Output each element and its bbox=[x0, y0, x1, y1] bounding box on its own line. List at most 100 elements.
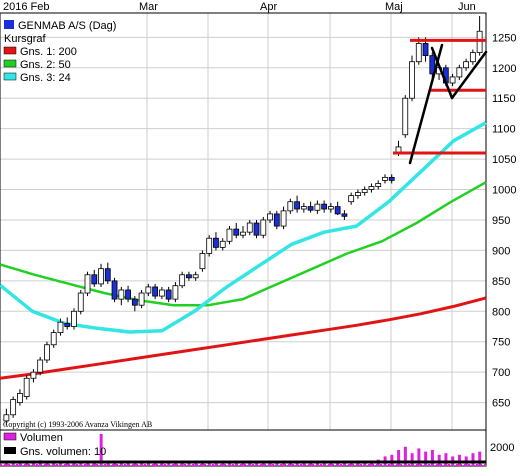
trendline-1 bbox=[408, 43, 444, 165]
candle-body bbox=[179, 274, 186, 287]
volume-bar bbox=[248, 461, 252, 466]
candle-body bbox=[3, 414, 10, 422]
y-tick-label: 900 bbox=[492, 245, 510, 257]
volume-legend-swatch bbox=[4, 447, 16, 454]
y-tick-label: 1100 bbox=[492, 124, 516, 136]
trendline-3 bbox=[450, 50, 488, 100]
candle-body bbox=[17, 393, 23, 404]
candle-body bbox=[165, 289, 172, 300]
candle-body bbox=[131, 298, 138, 306]
candle-body bbox=[463, 61, 469, 69]
legend-label: GENMAB A/S (Dag) bbox=[18, 20, 116, 32]
volume-bar bbox=[65, 462, 69, 466]
candle-body bbox=[233, 228, 240, 236]
candle-body bbox=[368, 186, 375, 190]
trendline-2 bbox=[430, 46, 454, 100]
volume-legend-label: Volumen bbox=[20, 432, 63, 444]
volume-legend-swatch bbox=[3, 432, 17, 441]
candle-body bbox=[307, 206, 314, 211]
candle-body bbox=[172, 285, 179, 300]
candle-body bbox=[57, 321, 64, 333]
moving-average-line bbox=[0, 181, 487, 307]
candle-body bbox=[219, 240, 226, 248]
candle-body bbox=[348, 195, 355, 203]
volume-bar bbox=[356, 462, 360, 466]
candle-body bbox=[388, 176, 395, 181]
candle-body bbox=[355, 192, 361, 197]
candle-body bbox=[280, 210, 287, 227]
volume-bar bbox=[437, 454, 441, 466]
y-tick-label: 1200 bbox=[492, 63, 516, 75]
x-tick-label: Apr bbox=[260, 1, 277, 13]
volume-bar bbox=[424, 451, 428, 466]
candle-body bbox=[64, 323, 71, 327]
candle-body bbox=[449, 76, 456, 84]
volume-bar bbox=[370, 462, 374, 466]
volume-bar bbox=[174, 461, 178, 466]
candle-body bbox=[300, 206, 307, 210]
volume-bar bbox=[133, 461, 137, 466]
volume-legend-label: Gns. volumen: 10 bbox=[20, 446, 106, 458]
volume-bar bbox=[410, 453, 414, 466]
x-tick-label: Mar bbox=[139, 1, 158, 13]
volume-bar bbox=[180, 462, 184, 466]
volume-bar bbox=[194, 462, 198, 466]
candles bbox=[3, 16, 483, 426]
candle-body bbox=[206, 237, 213, 254]
volume-bar bbox=[282, 461, 286, 466]
copyright-text: Copyright (c) 1993-2006 Avanza Vikingen … bbox=[3, 420, 152, 429]
candle-body bbox=[260, 219, 267, 236]
candle-body bbox=[152, 286, 159, 297]
candle-body bbox=[361, 189, 368, 193]
y-tick-label: 1150 bbox=[492, 93, 516, 105]
volume-bar bbox=[390, 454, 394, 466]
volume-bar bbox=[471, 453, 475, 466]
candle-body bbox=[10, 399, 17, 416]
volume-bar bbox=[302, 462, 306, 466]
y-tick-label: 1250 bbox=[492, 32, 516, 44]
volume-bar bbox=[417, 448, 421, 466]
volume-bar bbox=[403, 446, 407, 466]
candle-body bbox=[456, 67, 463, 78]
y-tick-label: 1000 bbox=[492, 185, 516, 197]
candle-body bbox=[321, 203, 328, 210]
moving-average-line bbox=[0, 121, 487, 334]
candle-body bbox=[125, 289, 131, 300]
candle-body bbox=[23, 377, 30, 397]
legend-swatch bbox=[3, 46, 17, 55]
candle-body bbox=[145, 286, 152, 294]
legend-swatch bbox=[4, 20, 14, 29]
volume-bar bbox=[45, 462, 49, 466]
y-tick-label: 750 bbox=[492, 337, 510, 349]
y-axis-labels: 650 700 750 800 850 900 950 1000 1050 1100 1150 120… bbox=[492, 32, 516, 409]
candle-body bbox=[314, 203, 321, 211]
volume-bar bbox=[261, 462, 265, 466]
candle-body bbox=[226, 228, 233, 242]
candle-body bbox=[158, 289, 165, 297]
x-tick-label: 2016 Feb bbox=[3, 1, 49, 13]
volume-bar bbox=[288, 462, 292, 466]
candle-body bbox=[246, 222, 253, 233]
volume-bar bbox=[92, 462, 96, 466]
candle-body bbox=[138, 292, 145, 306]
candle-body bbox=[429, 55, 436, 75]
moving-averages bbox=[0, 121, 487, 380]
y-tick-label: 700 bbox=[492, 367, 510, 379]
grid bbox=[0, 13, 486, 430]
candle-body bbox=[192, 274, 199, 279]
candle-body bbox=[334, 206, 341, 215]
candle-body bbox=[415, 43, 422, 63]
candle-body bbox=[294, 201, 300, 210]
candle-body bbox=[469, 52, 476, 63]
candle-body bbox=[84, 274, 91, 294]
volume-bar bbox=[363, 461, 367, 466]
volume-bar bbox=[153, 462, 157, 466]
trendlines bbox=[408, 43, 488, 165]
volume-bar bbox=[478, 451, 482, 466]
volume-bar bbox=[25, 462, 29, 466]
y-tick-label: 1050 bbox=[492, 154, 516, 166]
candle-body bbox=[422, 43, 429, 57]
volume-bar bbox=[99, 434, 103, 466]
candle-body bbox=[44, 344, 50, 361]
